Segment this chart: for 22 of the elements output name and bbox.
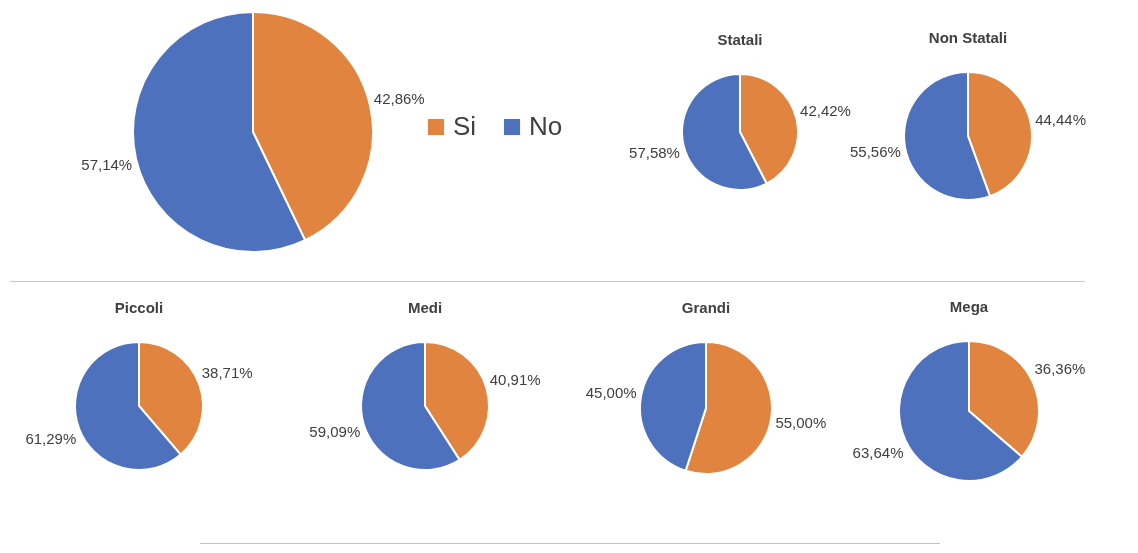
chart-title: Grandi [681, 299, 731, 316]
data-label: 40,91% [489, 370, 541, 388]
data-label: 36,36% [1034, 360, 1086, 378]
data-label: 57,14% [81, 156, 133, 174]
data-label: 55,56% [849, 143, 901, 161]
data-label: 45,00% [585, 383, 637, 401]
data-label: 63,64% [852, 443, 904, 461]
chart-title: Medi [407, 299, 443, 316]
chart-title: Mega [949, 298, 989, 315]
data-label: 61,29% [25, 429, 77, 447]
chart-title: Statali [717, 31, 763, 48]
data-label: 55,00% [775, 414, 827, 432]
data-label: 42,42% [800, 102, 851, 120]
chart-title: Piccoli [114, 299, 164, 316]
legend-label: No [529, 111, 563, 141]
data-label: 59,09% [309, 423, 361, 441]
data-label: 42,86% [373, 89, 425, 107]
data-label: 57,58% [629, 143, 680, 161]
legend-label: Si [453, 111, 477, 141]
data-label: 38,71% [201, 364, 253, 382]
chart-title: Non Statali [928, 29, 1008, 46]
data-label: 44,44% [1035, 110, 1087, 128]
